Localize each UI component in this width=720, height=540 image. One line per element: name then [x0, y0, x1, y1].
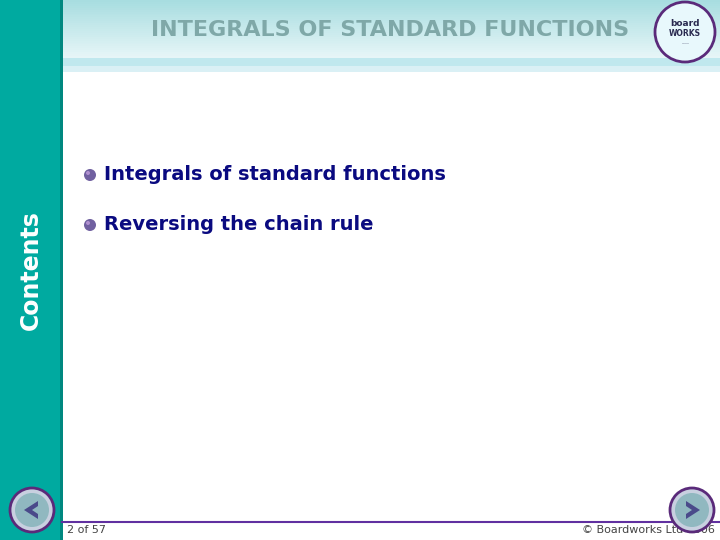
FancyBboxPatch shape	[62, 40, 720, 43]
FancyBboxPatch shape	[62, 49, 720, 51]
FancyBboxPatch shape	[62, 58, 720, 66]
FancyBboxPatch shape	[62, 2, 720, 4]
FancyBboxPatch shape	[0, 0, 62, 540]
Polygon shape	[686, 501, 700, 519]
Text: INTEGRALS OF STANDARD FUNCTIONS: INTEGRALS OF STANDARD FUNCTIONS	[151, 20, 629, 40]
Text: © Boardworks Ltd 2006: © Boardworks Ltd 2006	[582, 525, 715, 535]
Circle shape	[675, 493, 709, 527]
FancyBboxPatch shape	[62, 0, 720, 540]
FancyBboxPatch shape	[62, 27, 720, 30]
FancyBboxPatch shape	[62, 39, 720, 41]
FancyBboxPatch shape	[62, 0, 720, 3]
FancyBboxPatch shape	[62, 37, 720, 39]
FancyBboxPatch shape	[62, 31, 720, 33]
FancyBboxPatch shape	[62, 50, 720, 53]
FancyBboxPatch shape	[62, 21, 720, 24]
FancyBboxPatch shape	[62, 19, 720, 22]
FancyBboxPatch shape	[62, 29, 720, 31]
FancyBboxPatch shape	[62, 33, 720, 35]
FancyBboxPatch shape	[62, 17, 720, 20]
FancyBboxPatch shape	[62, 14, 720, 16]
Text: 2 of 57: 2 of 57	[67, 525, 106, 535]
Text: Integrals of standard functions: Integrals of standard functions	[104, 165, 446, 185]
Text: WORKS: WORKS	[669, 30, 701, 38]
Circle shape	[84, 169, 96, 181]
FancyBboxPatch shape	[62, 8, 720, 10]
FancyBboxPatch shape	[62, 4, 720, 6]
Text: Contents: Contents	[19, 210, 43, 330]
FancyBboxPatch shape	[62, 25, 720, 28]
FancyBboxPatch shape	[62, 46, 720, 49]
Circle shape	[86, 171, 90, 175]
Text: board: board	[670, 19, 700, 29]
Circle shape	[10, 488, 54, 532]
FancyBboxPatch shape	[62, 35, 720, 37]
Circle shape	[670, 488, 714, 532]
FancyBboxPatch shape	[62, 10, 720, 12]
Text: Reversing the chain rule: Reversing the chain rule	[104, 215, 374, 234]
FancyBboxPatch shape	[62, 44, 720, 47]
FancyBboxPatch shape	[62, 23, 720, 25]
Text: ....: ....	[681, 40, 689, 45]
FancyBboxPatch shape	[62, 66, 720, 72]
FancyBboxPatch shape	[62, 54, 720, 57]
FancyBboxPatch shape	[62, 6, 720, 8]
FancyBboxPatch shape	[62, 43, 720, 45]
FancyBboxPatch shape	[62, 11, 720, 14]
Circle shape	[86, 221, 90, 225]
Polygon shape	[24, 501, 38, 519]
Circle shape	[655, 2, 715, 62]
Circle shape	[15, 493, 49, 527]
FancyBboxPatch shape	[60, 0, 63, 540]
Circle shape	[84, 219, 96, 231]
FancyBboxPatch shape	[62, 72, 720, 540]
FancyBboxPatch shape	[62, 52, 720, 55]
FancyBboxPatch shape	[62, 56, 720, 58]
FancyBboxPatch shape	[62, 16, 720, 18]
